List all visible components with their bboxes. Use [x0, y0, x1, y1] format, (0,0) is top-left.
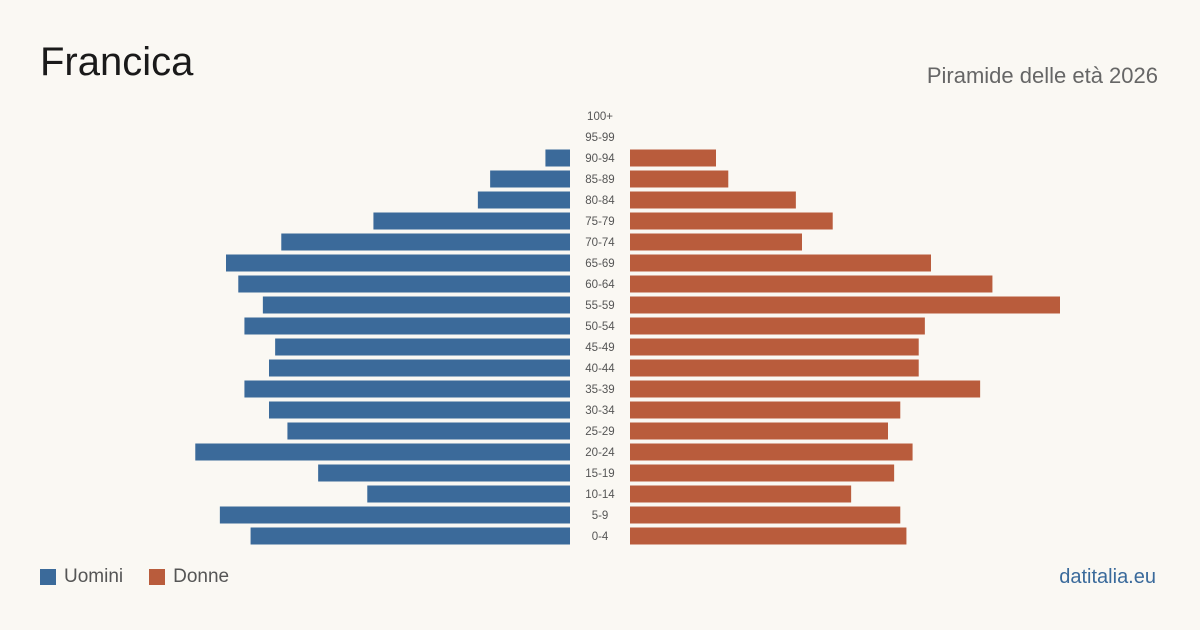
bar-men-15-19 — [318, 464, 570, 482]
age-label-100plus: 100+ — [587, 111, 613, 123]
age-label-70-74: 70-74 — [585, 237, 615, 249]
age-label-35-39: 35-39 — [585, 384, 614, 396]
bar-men-80-84 — [477, 191, 570, 209]
bar-men-85-89 — [490, 170, 570, 188]
bar-men-50-54 — [244, 317, 570, 335]
bar-women-45-49 — [630, 338, 919, 356]
chart-subtitle: Piramide delle età 2026 — [926, 63, 1158, 88]
legend-label-men: Uomini — [64, 566, 124, 587]
age-label-0-4: 0-4 — [592, 531, 609, 543]
bar-women-50-54 — [630, 317, 925, 335]
age-label-10-14: 10-14 — [585, 489, 615, 501]
bar-men-45-49 — [275, 338, 570, 356]
legend-item-men: Uomini — [40, 566, 123, 588]
bar-men-75-79 — [373, 212, 570, 230]
age-label-5-9: 5-9 — [592, 510, 609, 522]
bar-women-75-79 — [630, 212, 833, 230]
bar-men-65-69 — [226, 254, 570, 272]
bar-men-20-24 — [195, 443, 571, 461]
bar-men-35-39 — [244, 380, 570, 398]
bar-women-70-74 — [630, 233, 802, 251]
bar-women-25-29 — [630, 422, 888, 440]
bar-men-60-64 — [238, 275, 571, 293]
legend-label-women: Donne — [173, 566, 230, 587]
bar-men-30-34 — [269, 401, 570, 419]
age-label-65-69: 65-69 — [585, 258, 614, 270]
bar-men-40-44 — [269, 359, 570, 377]
bar-women-35-39 — [630, 380, 981, 398]
bar-men-10-14 — [367, 485, 570, 503]
bar-women-30-34 — [630, 401, 901, 419]
bar-women-80-84 — [630, 191, 796, 209]
age-label-50-54: 50-54 — [585, 321, 615, 333]
bar-women-65-69 — [630, 254, 931, 272]
bar-women-85-89 — [630, 170, 729, 188]
bar-men-90-94 — [545, 149, 570, 167]
legend-item-women: Donne — [149, 566, 229, 588]
age-label-60-64: 60-64 — [585, 279, 615, 291]
age-label-40-44: 40-44 — [585, 363, 615, 375]
women-bars — [630, 149, 1060, 545]
age-label-15-19: 15-19 — [585, 468, 614, 480]
age-label-30-34: 30-34 — [585, 405, 615, 417]
age-label-95-99: 95-99 — [585, 132, 614, 144]
legend-swatch-men — [40, 569, 56, 585]
age-label-25-29: 25-29 — [585, 426, 614, 438]
bar-women-60-64 — [630, 275, 993, 293]
bar-women-40-44 — [630, 359, 919, 377]
bar-women-10-14 — [630, 485, 852, 503]
age-label-45-49: 45-49 — [585, 342, 614, 354]
men-bars — [195, 149, 571, 545]
legend: Uomini Donne — [40, 566, 229, 588]
legend-swatch-women — [149, 569, 166, 585]
bar-women-20-24 — [630, 443, 913, 461]
source-link[interactable]: datitalia.eu — [1059, 566, 1156, 588]
bar-men-25-29 — [287, 422, 570, 440]
page-title: Francica — [40, 40, 194, 84]
bar-men-55-59 — [262, 296, 570, 314]
age-label-75-79: 75-79 — [585, 216, 614, 228]
age-label-80-84: 80-84 — [585, 195, 615, 207]
bar-men-5-9 — [219, 506, 570, 524]
bar-women-5-9 — [630, 506, 901, 524]
age-label-20-24: 20-24 — [585, 447, 615, 459]
age-label-55-59: 55-59 — [585, 300, 614, 312]
age-label-90-94: 90-94 — [585, 153, 615, 165]
bar-men-70-74 — [281, 233, 570, 251]
age-labels: 100+ 95-99 90-94 85-89 80-84 75-79 70-74 65-69 6… — [585, 111, 615, 543]
bar-women-0-4 — [630, 527, 907, 545]
bar-women-90-94 — [630, 149, 716, 167]
age-label-85-89: 85-89 — [585, 174, 614, 186]
bar-women-15-19 — [630, 464, 895, 482]
bar-men-0-4 — [250, 527, 571, 545]
bar-women-55-59 — [630, 296, 1060, 314]
